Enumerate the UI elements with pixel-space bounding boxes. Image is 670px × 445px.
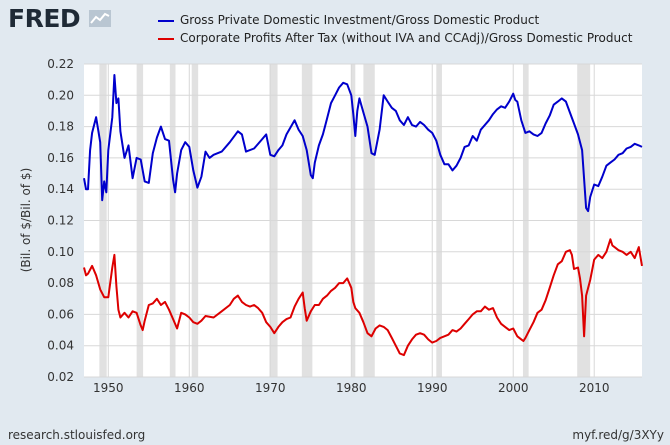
- x-tick-label: 2000: [498, 381, 529, 395]
- x-tick-label: 1960: [174, 381, 205, 395]
- logo-text: FRED: [8, 4, 81, 33]
- y-axis-label: (Bil. of $/Bil. of $): [19, 168, 33, 273]
- x-tick-label: 1950: [93, 381, 124, 395]
- source-link[interactable]: research.stlouisfed.org: [8, 428, 146, 442]
- y-tick-label: 0.10: [47, 245, 74, 259]
- y-axis-ticks: 0.02 0.04 0.06 0.08 0.10 0.12 0.14 0.16 0.18 0.20…: [47, 57, 74, 384]
- legend-entry-investment: Gross Private Domestic Investment/Gross …: [158, 13, 539, 29]
- x-tick-label: 2010: [579, 381, 610, 395]
- short-link[interactable]: myf.red/g/3XYy: [572, 428, 664, 442]
- y-tick-label: 0.14: [47, 182, 74, 196]
- series-line-0: [83, 74, 643, 213]
- y-tick-label: 0.22: [47, 57, 74, 71]
- grid: [84, 63, 642, 378]
- x-axis-ticks: 1950 1960 1970 1980 1990 2000 2010: [93, 381, 609, 395]
- x-tick-label: 1990: [417, 381, 448, 395]
- series-lines: [83, 74, 643, 357]
- y-tick-label: 0.06: [47, 307, 74, 321]
- x-tick-label: 1970: [255, 381, 286, 395]
- legend-label-investment: Gross Private Domestic Investment/Gross …: [180, 13, 540, 27]
- y-tick-label: 0.16: [47, 151, 74, 165]
- series-line-1: [83, 238, 643, 357]
- legend-swatch-investment: [158, 19, 174, 22]
- y-tick-label: 0.18: [47, 120, 74, 134]
- y-tick-label: 0.02: [47, 370, 74, 384]
- y-tick-label: 0.08: [47, 276, 74, 290]
- legend-label-profits: Corporate Profits After Tax (without IVA…: [180, 31, 633, 45]
- legend-entry-profits: Corporate Profits After Tax (without IVA…: [158, 31, 632, 47]
- x-tick-label: 1980: [336, 381, 367, 395]
- y-tick-label: 0.20: [47, 88, 74, 102]
- y-tick-label: 0.04: [47, 339, 74, 353]
- fred-logo[interactable]: FRED: [8, 4, 81, 33]
- legend-swatch-profits: [158, 37, 174, 40]
- y-tick-label: 0.12: [47, 214, 74, 228]
- line-chart-icon: [89, 10, 111, 27]
